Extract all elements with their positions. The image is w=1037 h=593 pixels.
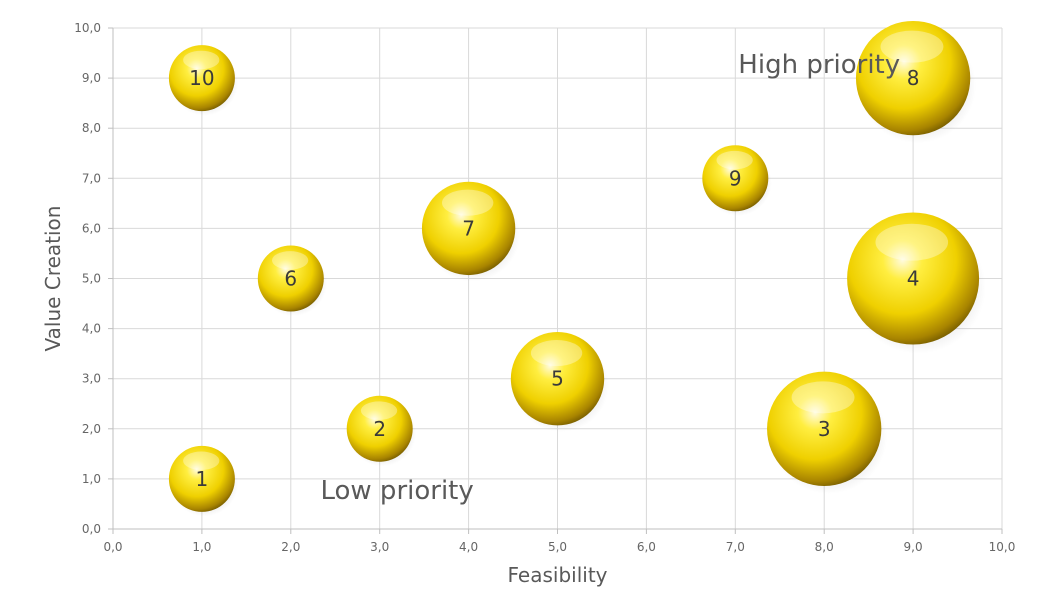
bubble-label: 1 (196, 467, 209, 491)
bubble-sphere (767, 371, 882, 486)
bubble-highlight (441, 189, 494, 216)
axes (108, 27, 1003, 534)
bubble-sphere (855, 20, 971, 136)
bubble-highlight (360, 401, 398, 420)
bubble-label: 5 (551, 367, 564, 391)
x-tick-label: 7,0 (726, 540, 745, 554)
annotation-label: High priority (738, 50, 900, 80)
bubble-label: 4 (907, 267, 920, 291)
y-tick-label: 10,0 (74, 21, 101, 35)
bubble-8: 8 (855, 20, 976, 144)
bubble-label: 2 (373, 417, 386, 441)
bubble-highlight (791, 381, 855, 414)
bubble-6: 6 (257, 245, 328, 317)
bubble-label: 6 (284, 267, 297, 291)
annotations: High priority Low priority (320, 50, 900, 506)
bubble-highlight (271, 251, 309, 270)
y-tick-label: 8,0 (82, 121, 101, 135)
bubble-2: 2 (346, 395, 416, 467)
bubble-label: 8 (907, 66, 920, 90)
x-tick-label: 6,0 (637, 540, 656, 554)
tick-labels: 0,0 1,0 2,0 3,0 4,0 5,0 6,0 7,0 8,0 9,0 10,0 0,0 1,0… (74, 21, 1015, 554)
bubble-5: 5 (510, 332, 609, 432)
y-tick-label: 5,0 (82, 272, 101, 286)
bubble-sphere (421, 181, 516, 276)
bubble-1: 1 (168, 445, 239, 517)
bubble-4: 4 (847, 212, 986, 354)
y-tick-label: 6,0 (82, 221, 101, 235)
bubble-highlight (183, 451, 220, 470)
x-tick-label: 2,0 (281, 540, 300, 554)
bubble-label: 10 (189, 66, 214, 90)
bubble-highlight (880, 30, 944, 63)
x-tick-label: 8,0 (815, 540, 834, 554)
x-tick-label: 5,0 (548, 540, 567, 554)
y-tick-label: 9,0 (82, 71, 101, 85)
y-axis-title: Value Creation (41, 206, 65, 352)
bubble-sphere (168, 445, 235, 512)
y-tick-label: 4,0 (82, 322, 101, 336)
x-tick-label: 4,0 (459, 540, 478, 554)
x-tick-label: 9,0 (904, 540, 923, 554)
bubble-sphere (510, 332, 605, 426)
x-axis-title: Feasibility (508, 563, 608, 587)
bubble-sphere (847, 212, 980, 345)
bubbles: 1 2 6 9 10 5 7 3 8 4 (168, 20, 986, 517)
bubble-sphere (702, 145, 769, 212)
bubble-label: 7 (462, 216, 475, 240)
bubble-label: 9 (729, 166, 742, 190)
bubble-sphere (168, 45, 235, 112)
bubble-3: 3 (767, 371, 888, 494)
bubble-7: 7 (421, 181, 520, 282)
y-tick-label: 0,0 (82, 522, 101, 536)
bubble-9: 9 (702, 145, 772, 216)
y-tick-label: 3,0 (82, 372, 101, 386)
bubble-label: 3 (818, 417, 831, 441)
bubble-sphere (346, 395, 413, 462)
y-tick-label: 1,0 (82, 472, 101, 486)
x-tick-label: 1,0 (192, 540, 211, 554)
bubble-highlight (530, 339, 583, 367)
x-tick-label: 10,0 (989, 540, 1016, 554)
bubble-sphere (257, 245, 324, 312)
x-tick-label: 0,0 (103, 540, 122, 554)
x-tick-label: 3,0 (370, 540, 389, 554)
bubble-10: 10 (168, 45, 239, 116)
y-tick-label: 7,0 (82, 171, 101, 185)
bubble-highlight (183, 50, 220, 70)
y-tick-label: 2,0 (82, 422, 101, 436)
bubble-highlight (716, 150, 753, 170)
bubble-highlight (875, 223, 949, 261)
annotation-label: Low priority (320, 476, 473, 506)
